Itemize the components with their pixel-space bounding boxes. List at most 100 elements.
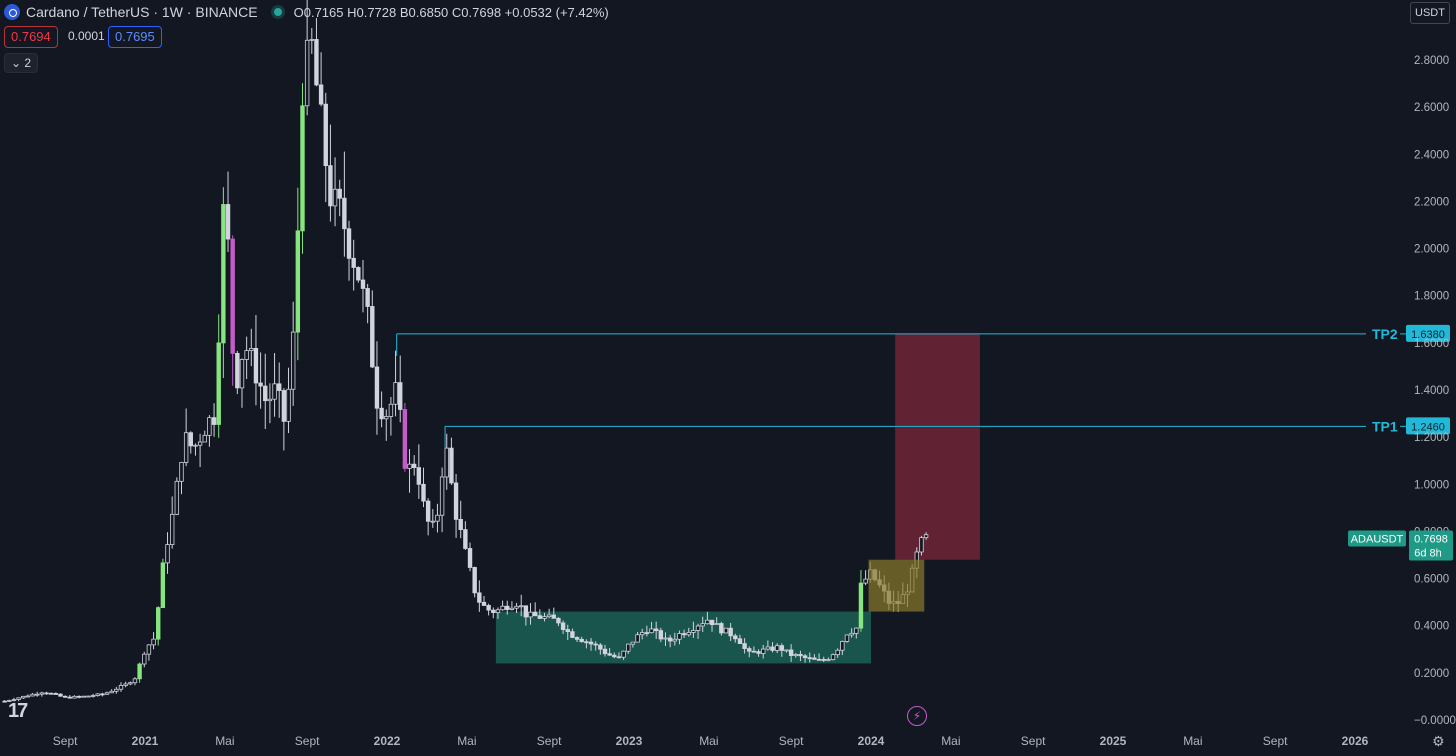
candle bbox=[826, 659, 831, 661]
candle bbox=[700, 623, 705, 627]
candle bbox=[35, 693, 40, 696]
y-tick-label: 2.8000 bbox=[1414, 55, 1449, 67]
candle bbox=[519, 605, 524, 608]
candle bbox=[235, 352, 240, 389]
candle bbox=[146, 644, 152, 655]
candle bbox=[100, 693, 105, 696]
candle bbox=[705, 619, 710, 625]
symbol-title[interactable]: Cardano / TetherUS · 1W · BINANCE bbox=[26, 4, 258, 20]
level-price-label: 1.2460 bbox=[1411, 421, 1445, 433]
x-tick-label: 2026 bbox=[1342, 734, 1369, 748]
level-price-label: 1.6380 bbox=[1411, 329, 1445, 341]
last-price-badge bbox=[1409, 530, 1453, 561]
candle bbox=[509, 607, 515, 610]
x-tick-label: 2021 bbox=[132, 734, 159, 748]
candle bbox=[463, 529, 468, 549]
y-tick-label: 2.4000 bbox=[1414, 149, 1449, 161]
candle bbox=[21, 695, 26, 699]
candle bbox=[491, 609, 496, 614]
candle bbox=[132, 678, 138, 684]
candle bbox=[472, 567, 477, 594]
candle bbox=[416, 467, 422, 485]
candle bbox=[221, 204, 226, 344]
candle bbox=[621, 650, 626, 658]
x-tick-label: 2024 bbox=[858, 734, 885, 748]
candle bbox=[393, 382, 398, 405]
candle bbox=[281, 390, 287, 422]
candle bbox=[821, 658, 826, 661]
x-tick-label: Mai bbox=[699, 734, 718, 748]
candle bbox=[788, 649, 794, 656]
candle bbox=[598, 644, 603, 650]
candle bbox=[58, 693, 63, 697]
candle bbox=[160, 562, 166, 609]
candle bbox=[337, 188, 342, 199]
candle bbox=[90, 695, 96, 697]
candle bbox=[72, 695, 77, 699]
candle bbox=[612, 654, 617, 658]
candle bbox=[314, 39, 319, 86]
candle bbox=[430, 520, 435, 523]
candle bbox=[761, 648, 766, 654]
candle bbox=[169, 513, 175, 545]
candle bbox=[272, 383, 277, 400]
sell-price-button[interactable]: 0.7694 bbox=[4, 26, 58, 48]
candle bbox=[318, 84, 324, 105]
candle bbox=[174, 480, 180, 515]
candle bbox=[118, 685, 124, 690]
currency-selector[interactable]: USDT bbox=[1410, 2, 1450, 24]
candle bbox=[286, 388, 291, 422]
candle bbox=[844, 634, 850, 642]
candle bbox=[858, 582, 864, 629]
candle bbox=[751, 650, 757, 653]
candle bbox=[48, 692, 54, 695]
gear-icon[interactable]: ⚙ bbox=[1432, 733, 1445, 749]
candle bbox=[104, 692, 110, 695]
candle bbox=[602, 648, 608, 655]
candle bbox=[793, 653, 798, 656]
candle bbox=[765, 646, 771, 650]
buy-price-button[interactable]: 0.7695 bbox=[108, 26, 162, 48]
candle bbox=[686, 632, 691, 636]
candle bbox=[653, 628, 659, 631]
candle bbox=[95, 693, 100, 696]
candle bbox=[630, 641, 636, 645]
x-tick-label: Sept bbox=[53, 734, 78, 748]
candle bbox=[467, 548, 473, 568]
candle bbox=[532, 611, 538, 617]
candle bbox=[453, 482, 459, 520]
last-price-label: 0.7698 bbox=[1414, 534, 1448, 546]
x-tick-label: 2022 bbox=[374, 734, 401, 748]
candle bbox=[193, 444, 198, 447]
lightning-icon[interactable]: ⚡ bbox=[907, 706, 927, 726]
candle bbox=[258, 382, 263, 387]
x-tick-label: Sept bbox=[1021, 734, 1046, 748]
candle bbox=[411, 463, 417, 468]
candle bbox=[616, 656, 622, 659]
candle bbox=[607, 653, 612, 656]
candle bbox=[807, 657, 812, 660]
candle bbox=[709, 619, 715, 626]
candle bbox=[86, 695, 91, 698]
candle bbox=[635, 634, 640, 643]
candle bbox=[123, 683, 128, 686]
candle bbox=[667, 637, 673, 642]
candle bbox=[179, 461, 184, 482]
level-price-badge bbox=[1406, 417, 1450, 435]
candle bbox=[323, 103, 328, 167]
candle bbox=[500, 605, 505, 611]
candle bbox=[658, 630, 664, 640]
candle bbox=[830, 654, 836, 660]
indicators-toggle[interactable]: ⌄ 2 bbox=[4, 53, 39, 73]
candle bbox=[267, 398, 273, 402]
candle bbox=[211, 417, 217, 425]
candle bbox=[263, 385, 268, 402]
candle bbox=[332, 188, 338, 207]
candle bbox=[53, 693, 59, 695]
candle bbox=[304, 39, 310, 107]
candle bbox=[402, 409, 408, 469]
candle bbox=[747, 648, 752, 652]
candle bbox=[249, 348, 254, 351]
candle bbox=[579, 638, 584, 643]
